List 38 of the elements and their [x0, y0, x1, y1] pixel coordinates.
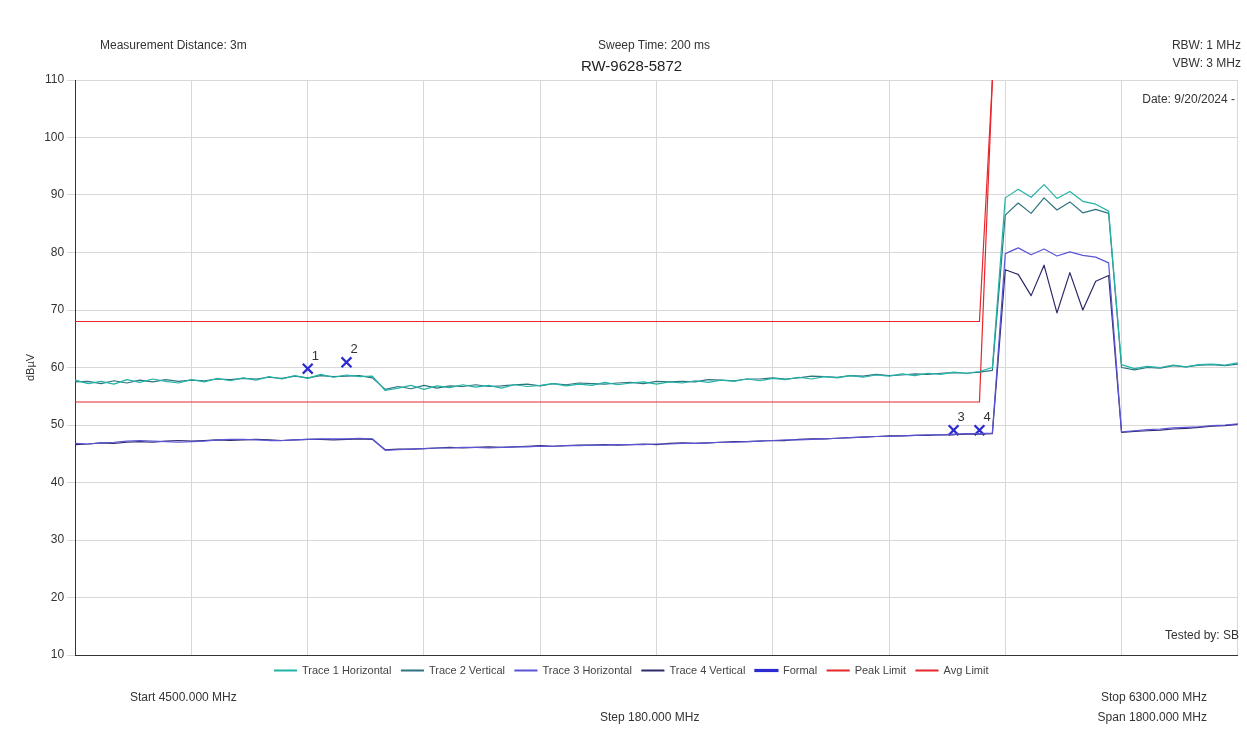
y-tick-label: 70: [50, 302, 65, 317]
chart-title: RW-9628-5872: [580, 57, 683, 75]
point: [973, 424, 986, 437]
legend-label: Avg Limit: [943, 663, 989, 676]
y-axis-title: dBµV: [23, 353, 36, 382]
legend-label: Trace 4 Vertical: [669, 663, 746, 676]
text: VBW: 3 MHz: [1172, 56, 1241, 70]
y-tick-label: 20: [50, 589, 65, 604]
annotation: Tested by: SB: [1164, 628, 1239, 642]
text: Step 180.000 MHz: [600, 710, 700, 724]
y-tick-label: 110: [45, 72, 65, 87]
legend-label: Trace 2 Vertical: [428, 663, 505, 676]
annotation: 4: [983, 409, 991, 425]
legend-label: Trace 3 Horizontal: [542, 663, 632, 676]
text: Sweep Time: 200 ms: [598, 38, 711, 52]
y-tick-label: 90: [50, 187, 65, 202]
legend-label: Trace 1 Horizontal: [301, 663, 392, 676]
text: Measurement Distance: 3m: [100, 38, 247, 52]
annotation: 2: [350, 341, 358, 357]
y-tick-label: 10: [50, 647, 65, 662]
y-tick-label: 60: [50, 359, 65, 374]
y-tick-label: 80: [50, 244, 65, 259]
point: [301, 362, 314, 375]
annotation: Date: 9/20/2024 -: [1142, 92, 1235, 106]
annotation: 1: [311, 347, 319, 363]
text: Start 4500.000 MHz: [130, 690, 237, 704]
y-tick-label: 40: [50, 474, 65, 489]
point: [947, 424, 960, 437]
legend-label: Peak Limit: [854, 663, 906, 676]
y-tick-label: 100: [44, 129, 65, 144]
text: RBW: 1 MHz: [1171, 38, 1241, 52]
text: Span 1800.000 MHz: [1097, 710, 1207, 724]
legend-label: Formal: [782, 663, 818, 676]
y-tick-label: 50: [50, 417, 65, 432]
point: [340, 356, 353, 369]
y-tick-label: 30: [50, 532, 65, 547]
text: Stop 6300.000 MHz: [1100, 690, 1207, 704]
annotation: 3: [957, 409, 965, 425]
